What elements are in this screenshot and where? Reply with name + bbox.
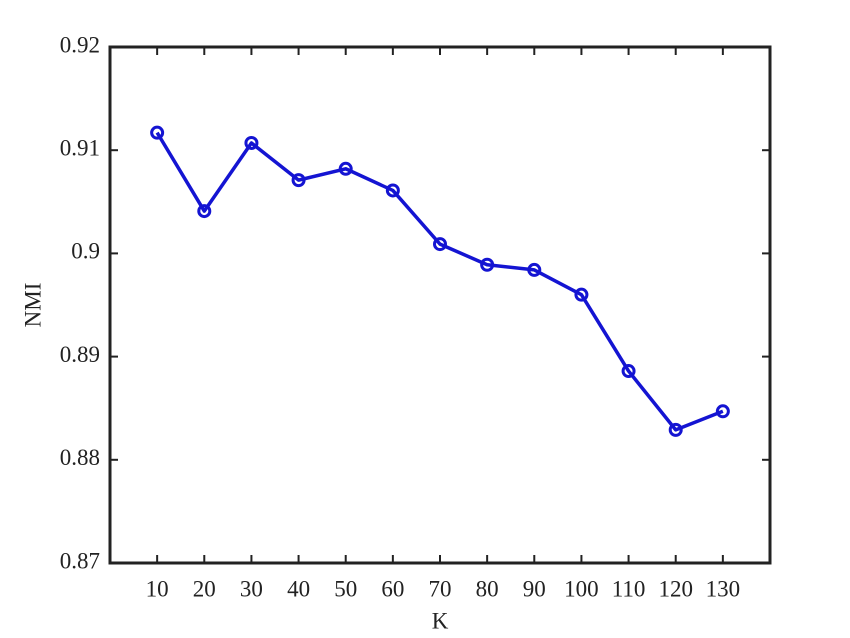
y-tick-label: 0.9 xyxy=(71,239,100,264)
x-tick-label: 110 xyxy=(612,576,646,601)
y-tick-label: 0.87 xyxy=(60,548,100,573)
data-marker xyxy=(715,404,730,419)
x-tick-label: 50 xyxy=(334,576,357,601)
data-marker xyxy=(433,237,447,252)
x-tick-label: 30 xyxy=(240,576,263,601)
data-marker xyxy=(527,262,542,277)
x-tick-label: 10 xyxy=(146,576,169,601)
data-marker xyxy=(150,125,165,140)
data-marker xyxy=(291,173,306,188)
data-marker xyxy=(197,204,212,219)
data-line xyxy=(155,131,724,432)
x-tick-label: 60 xyxy=(381,576,404,601)
x-tick-label: 20 xyxy=(193,576,216,601)
y-axis-label: NMI xyxy=(20,283,45,328)
x-tick-label: 100 xyxy=(564,576,599,601)
x-axis-label: K xyxy=(432,608,449,633)
y-tick-label: 0.92 xyxy=(60,32,100,57)
x-tick-label: 80 xyxy=(476,576,499,601)
y-tick-label: 0.88 xyxy=(60,445,100,470)
data-marker xyxy=(574,287,589,302)
y-tick-label: 0.91 xyxy=(60,135,100,160)
data-marker xyxy=(621,364,636,379)
x-tick-label: 130 xyxy=(706,576,741,601)
plot-frame xyxy=(108,45,772,565)
data-marker xyxy=(480,257,495,272)
x-tick-label: 40 xyxy=(287,576,310,601)
x-tick-label: 90 xyxy=(523,576,546,601)
y-tick-label: 0.89 xyxy=(60,342,100,367)
x-tick-label: 70 xyxy=(429,576,452,601)
data-marker xyxy=(668,422,683,437)
x-tick-label: 120 xyxy=(658,576,693,601)
data-marker xyxy=(385,183,400,198)
data-marker xyxy=(244,135,259,150)
data-marker xyxy=(338,161,353,176)
